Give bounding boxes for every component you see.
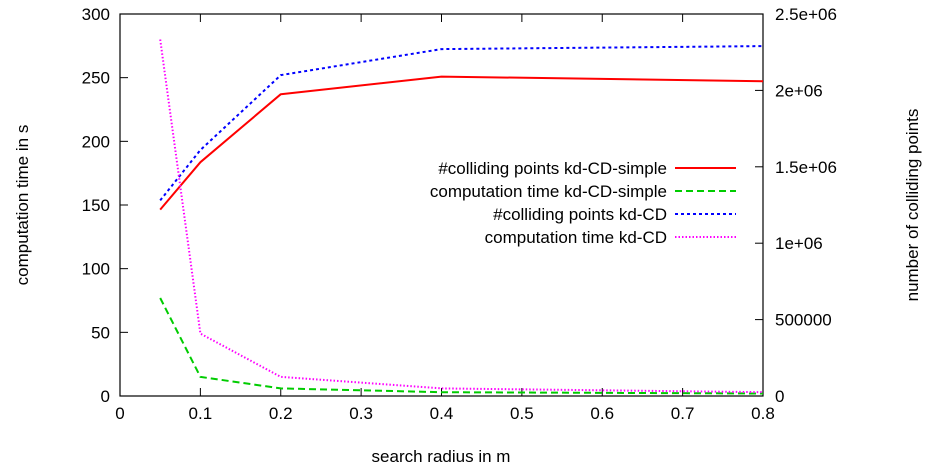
y-tick-label: 200: [82, 132, 110, 151]
series-line-1: [159, 75, 764, 211]
series-line-3: [159, 45, 764, 202]
legend-label-3: #colliding points kd-CD: [493, 205, 667, 224]
y2-tick-label: 500000: [775, 311, 832, 330]
series-line-2: [159, 297, 764, 395]
legend-label-2: computation time kd-CD-simple: [430, 182, 667, 201]
y2-tick-label: 0: [775, 387, 784, 406]
x-tick-label: 0.5: [510, 404, 534, 423]
x-tick-label: 0.6: [590, 404, 614, 423]
x-tick-label: 0.2: [269, 404, 293, 423]
y-tick-label: 150: [82, 196, 110, 215]
x-tick-label: 0.7: [671, 404, 695, 423]
y2-tick-label: 2e+06: [775, 81, 823, 100]
legend-label-4: computation time kd-CD: [485, 228, 667, 247]
y-tick-label: 0: [101, 387, 110, 406]
y2-tick-label: 1.5e+06: [775, 158, 837, 177]
y-axis-title: computation time in s: [13, 125, 32, 286]
legend-label-1: #colliding points kd-CD-simple: [438, 159, 667, 178]
y-tick-label: 300: [82, 5, 110, 24]
y-tick-label: 100: [82, 260, 110, 279]
y2-tick-label: 2.5e+06: [775, 5, 837, 24]
series-line-4: [159, 39, 764, 394]
x-tick-label: 0.3: [349, 404, 373, 423]
x-axis-title: search radius in m: [372, 447, 511, 466]
y2-axis-title: number of colliding points: [903, 109, 922, 302]
y-tick-label: 250: [82, 69, 110, 88]
x-tick-label: 0.1: [189, 404, 213, 423]
y2-tick-label: 1e+06: [775, 234, 823, 253]
x-tick-label: 0: [115, 404, 124, 423]
y-tick-label: 50: [91, 323, 110, 342]
x-tick-label: 0.8: [751, 404, 775, 423]
x-tick-label: 0.4: [430, 404, 454, 423]
